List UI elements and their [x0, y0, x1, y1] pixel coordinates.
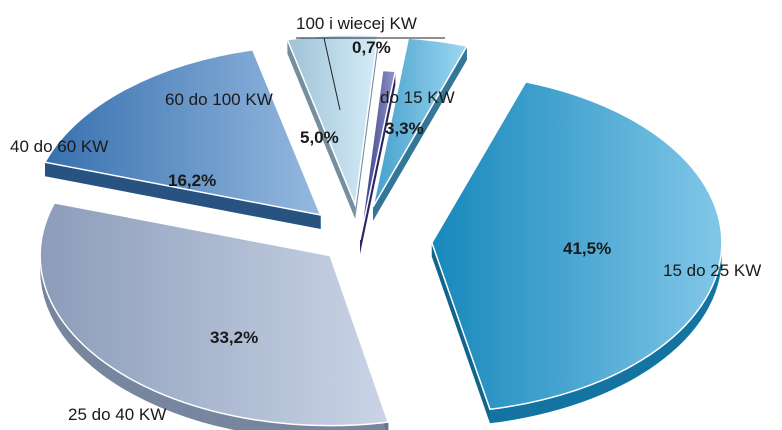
slice-value-label: 41,5%: [563, 239, 611, 258]
slice-cut-face: [287, 39, 356, 219]
slice-top: [359, 69, 397, 241]
slice-value-label: 0,7%: [352, 38, 391, 57]
slice-side: [40, 255, 389, 430]
slice-cut-face: [431, 242, 490, 424]
slice-category-label: do 15 KW: [380, 88, 455, 107]
slice-top: [43, 48, 322, 217]
slice-value-label: 16,2%: [168, 171, 216, 190]
slice-category-label: 15 do 25 KW: [663, 261, 761, 280]
leader-line: [296, 37, 445, 111]
slice-tops: [39, 34, 723, 427]
slice-category-label: 40 do 60 KW: [10, 137, 108, 156]
slice-value-label: 3,3%: [385, 119, 424, 138]
slice-top: [39, 202, 390, 427]
slice-labels: do 15 KW 15 do 25 KW 25 do 40 KW 40 do 6…: [10, 14, 761, 424]
slice-cut-face: [44, 162, 321, 230]
slice-category-label: 60 do 100 KW: [165, 90, 273, 109]
slice-value-label: 33,2%: [210, 328, 258, 347]
slice-category-label: 25 do 40 KW: [68, 405, 166, 424]
slice-value-label: 5,0%: [300, 128, 339, 147]
slice-top: [286, 34, 379, 208]
slice-category-label: 100 i wiecej KW: [296, 14, 417, 33]
leader-lines: [296, 37, 445, 111]
slice-side: [489, 242, 722, 424]
slice-top: [431, 81, 723, 411]
slice-cut-face: [372, 46, 467, 221]
